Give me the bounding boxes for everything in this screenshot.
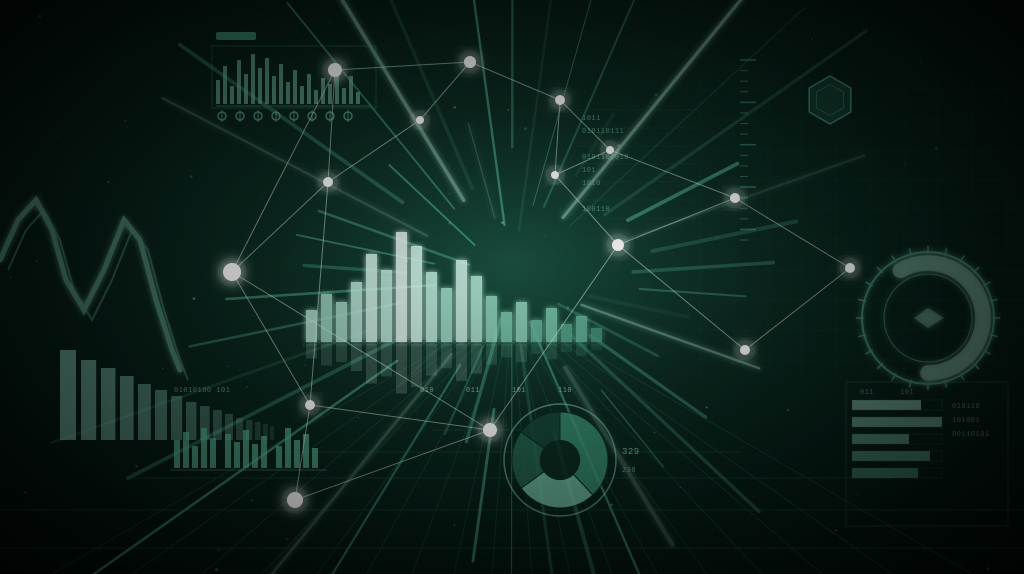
visualization-stage: 1011010110111010110001010110101001100111… — [0, 0, 1024, 574]
network-edges — [232, 62, 850, 500]
network-nodes — [217, 50, 860, 513]
foreground-layer — [0, 0, 1024, 574]
